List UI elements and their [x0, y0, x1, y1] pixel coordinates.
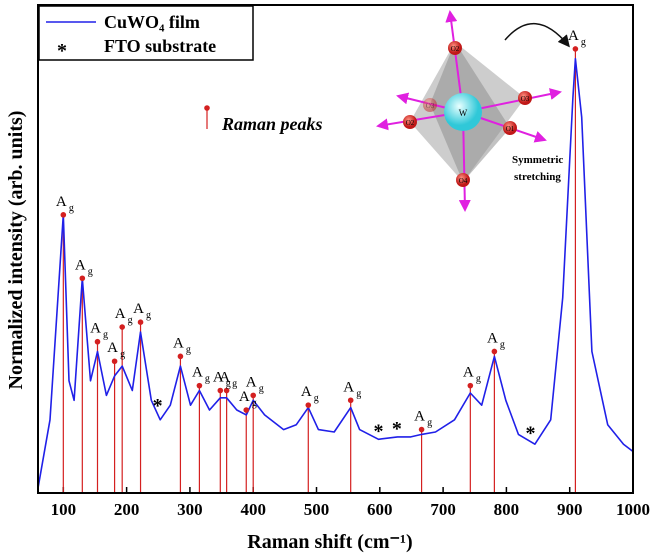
- inset-caption: stretching: [514, 171, 561, 183]
- legend-marker: *: [57, 40, 67, 62]
- peak-marker: [419, 427, 425, 433]
- peak-label: A: [56, 194, 67, 210]
- peak-marker: [95, 339, 101, 345]
- peak-label: A: [487, 330, 498, 346]
- peak-label-sub: g: [103, 330, 108, 341]
- x-tick-label: 900: [557, 500, 583, 519]
- plot-frame: [38, 5, 633, 493]
- peak-marker: [197, 383, 203, 389]
- inset-arrow: [505, 24, 568, 45]
- atom-label: O1: [506, 125, 515, 133]
- chart: W O2 O3 O1 O4 O2 O3 Symmetric stretching CuWO…: [0, 0, 657, 557]
- peak-label: A: [219, 370, 230, 386]
- peak-label-sub: g: [356, 388, 361, 399]
- peak-marker: [348, 397, 354, 403]
- peak-marker: [80, 275, 86, 281]
- peak-marker: [61, 212, 67, 218]
- peak-label: A: [246, 374, 257, 390]
- x-tick-label: 1000: [616, 500, 650, 519]
- peak-label-sub: g: [314, 393, 319, 404]
- peak-label: A: [173, 335, 184, 351]
- peak-label-sub: g: [232, 379, 237, 390]
- peak-label: A: [343, 379, 354, 395]
- substrate-marker: *: [525, 423, 535, 445]
- x-axis-label: Raman shift (cm⁻¹): [247, 531, 412, 553]
- peak-label-sub: g: [88, 266, 93, 277]
- peak-marker: [573, 46, 579, 52]
- x-tick-label: 300: [177, 500, 203, 519]
- peak-label: A: [568, 28, 579, 44]
- legend-label: Raman peaks: [221, 114, 323, 134]
- inset: W O2 O3 O1 O4 O2 O3 Symmetric stretching: [378, 12, 568, 210]
- peak-marker: [119, 324, 125, 330]
- peak-label: A: [107, 340, 118, 356]
- peak-label: A: [115, 306, 126, 322]
- x-tick-label: 800: [494, 500, 520, 519]
- atom-label: O4: [459, 177, 468, 185]
- peak-label-sub: g: [128, 315, 133, 326]
- peak-label-sub: g: [205, 374, 210, 385]
- peak-label: A: [463, 365, 474, 381]
- peak-label: A: [414, 409, 425, 425]
- atom-label: O2: [451, 45, 460, 53]
- plot-area: [38, 46, 633, 493]
- peak-label-sub: g: [186, 344, 191, 355]
- peak-label-sub: g: [476, 374, 481, 385]
- atom-label: O2: [406, 119, 415, 127]
- peak-label-sub: g: [500, 339, 505, 350]
- peak-label-sub: g: [146, 310, 151, 321]
- peak-label-sub: g: [120, 349, 125, 360]
- peak-marker: [178, 354, 184, 360]
- peak-marker: [305, 402, 311, 408]
- substrate-marker: *: [153, 395, 163, 417]
- peak-marker: [217, 388, 223, 394]
- peak-label-sub: g: [252, 398, 257, 409]
- peak-marker: [492, 349, 498, 355]
- peak-marker: [138, 319, 144, 325]
- x-tick-label: 700: [430, 500, 456, 519]
- peak-marker: [243, 407, 249, 413]
- peak-label-sub: g: [427, 418, 432, 429]
- legend-label: CuWO₄ film: [104, 12, 200, 32]
- legend-label: FTO substrate: [104, 36, 216, 56]
- atom-label: O3: [426, 102, 435, 110]
- substrate-marker: *: [374, 420, 384, 442]
- peak-label-sub: g: [259, 383, 264, 394]
- peak-label: A: [239, 389, 250, 405]
- substrate-marker: *: [392, 418, 402, 440]
- atom-label: W: [459, 108, 468, 118]
- x-tick-label: 100: [51, 500, 77, 519]
- x-tick-label: 500: [304, 500, 330, 519]
- peak-marker: [468, 383, 474, 389]
- inset-caption: Symmetric: [512, 154, 563, 166]
- peak-label: A: [133, 301, 144, 317]
- x-tick-label: 400: [240, 500, 266, 519]
- atom-label: O3: [521, 95, 530, 103]
- peak-label: A: [192, 365, 203, 381]
- x-tick-label: 600: [367, 500, 393, 519]
- peak-label-sub: g: [69, 203, 74, 214]
- peak-label: A: [301, 384, 312, 400]
- x-tick-label: 200: [114, 500, 140, 519]
- y-axis-label: Normalized intensity (arb. units): [5, 111, 27, 390]
- peak-marker: [112, 358, 118, 364]
- peak-label: A: [75, 257, 86, 273]
- legend: CuWO₄ film * FTO substrate Raman peaks: [39, 6, 323, 134]
- peak-label: A: [90, 321, 101, 337]
- peak-label-sub: g: [581, 37, 586, 48]
- spectrum-line: [38, 59, 633, 488]
